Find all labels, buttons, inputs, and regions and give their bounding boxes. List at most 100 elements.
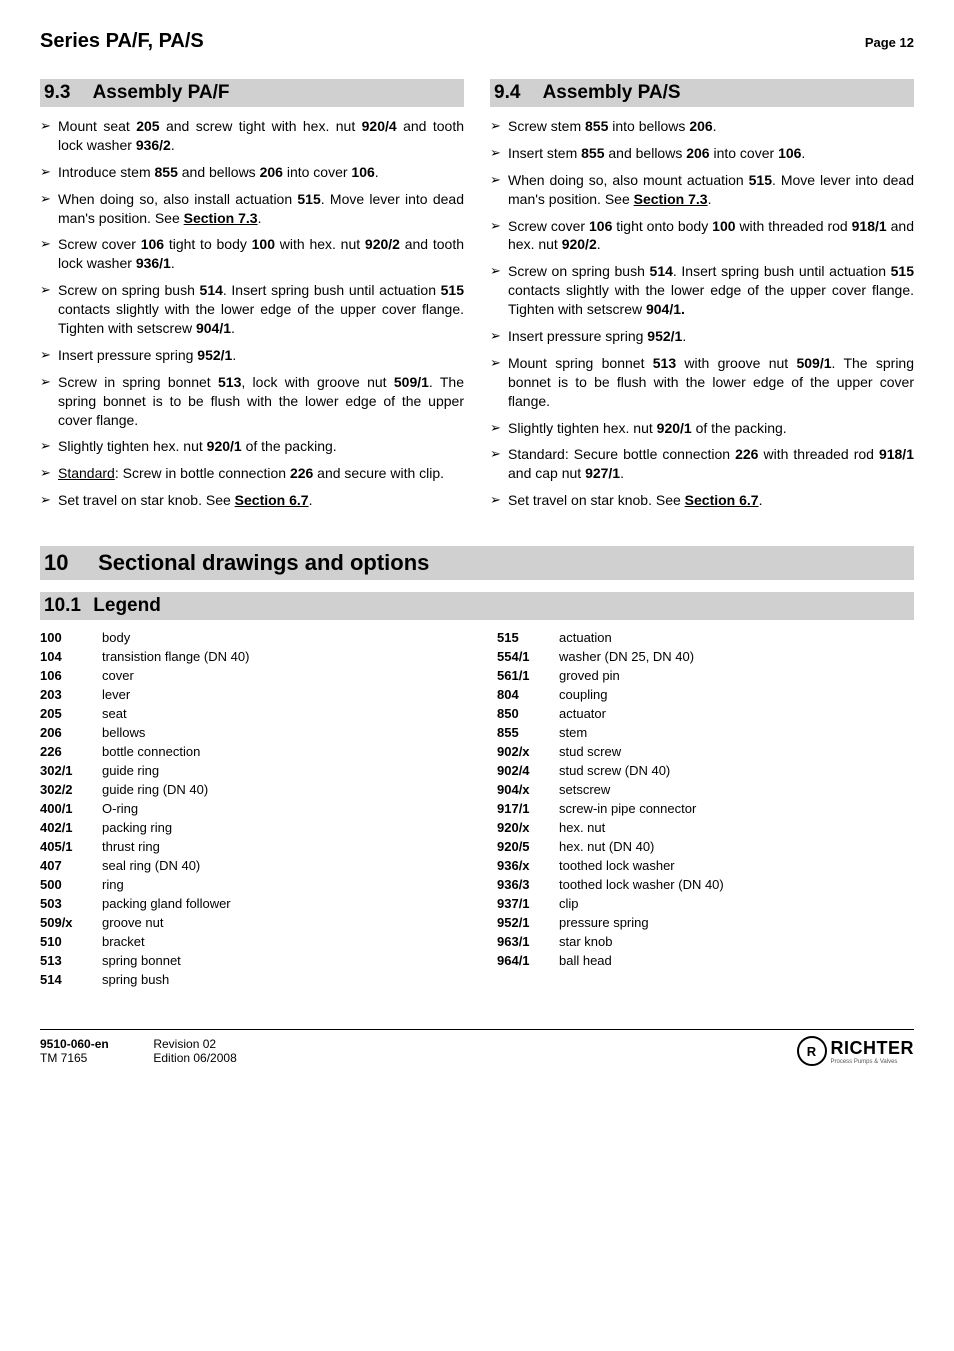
list-item: Screw stem 855 into bellows 206. <box>490 117 914 136</box>
page-number: Page 12 <box>865 35 914 50</box>
legend-row: 804coupling <box>497 687 914 702</box>
legend-code: 510 <box>40 934 102 949</box>
brand-logo: R RICHTER Process Pumps & Valves <box>797 1036 915 1066</box>
legend-desc: ring <box>102 877 457 892</box>
legend-desc: actuation <box>559 630 914 645</box>
brand-name: RICHTER <box>831 1038 915 1059</box>
list-item: Screw on spring bush 514. Insert spring … <box>490 262 914 319</box>
legend-code: 515 <box>497 630 559 645</box>
legend-row: 514spring bush <box>40 972 457 987</box>
legend-desc: stud screw (DN 40) <box>559 763 914 778</box>
legend-row: 205seat <box>40 706 457 721</box>
legend-row: 500ring <box>40 877 457 892</box>
legend-row: 936/3toothed lock washer (DN 40) <box>497 877 914 892</box>
legend-desc: spring bonnet <box>102 953 457 968</box>
legend-code: 203 <box>40 687 102 702</box>
heading-10: 10 Sectional drawings and options <box>40 546 914 580</box>
legend-desc: toothed lock washer (DN 40) <box>559 877 914 892</box>
list-item: Mount spring bonnet 513 with groove nut … <box>490 354 914 411</box>
legend-desc: packing ring <box>102 820 457 835</box>
doc-tm: TM 7165 <box>40 1051 150 1065</box>
series-title: Series PA/F, PA/S <box>40 30 204 53</box>
assembly-columns: 9.3 Assembly PA/F Mount seat 205 and scr… <box>40 71 914 518</box>
legend-row: 963/1star knob <box>497 934 914 949</box>
brand-sub: Process Pumps & Valves <box>831 1059 915 1065</box>
page-header: Series PA/F, PA/S Page 12 <box>40 30 914 53</box>
legend-code: 937/1 <box>497 896 559 911</box>
sectitle-94: Assembly PA/S <box>543 82 681 103</box>
secnum-93: 9.3 <box>44 82 88 104</box>
legend-row: 937/1clip <box>497 896 914 911</box>
legend-code: 514 <box>40 972 102 987</box>
legend-row: 302/1guide ring <box>40 763 457 778</box>
legend-row: 952/1pressure spring <box>497 915 914 930</box>
list-item: Insert pressure spring 952/1. <box>490 327 914 346</box>
legend-code: 963/1 <box>497 934 559 949</box>
col-93: 9.3 Assembly PA/F Mount seat 205 and scr… <box>40 71 464 518</box>
legend-row: 407seal ring (DN 40) <box>40 858 457 873</box>
legend-code: 400/1 <box>40 801 102 816</box>
secnum-101: 10.1 <box>44 595 88 617</box>
legend-row: 302/2guide ring (DN 40) <box>40 782 457 797</box>
legend-desc: seal ring (DN 40) <box>102 858 457 873</box>
legend-desc: packing gland follower <box>102 896 457 911</box>
footer-left: 9510-060-en Revision 02 TM 7165 Edition … <box>40 1037 237 1065</box>
legend-row: 902/xstud screw <box>497 744 914 759</box>
legend-desc: cover <box>102 668 457 683</box>
legend-code: 920/x <box>497 820 559 835</box>
legend-code: 904/x <box>497 782 559 797</box>
legend-desc: ball head <box>559 953 914 968</box>
legend-code: 206 <box>40 725 102 740</box>
legend-desc: hex. nut (DN 40) <box>559 839 914 854</box>
legend-row: 513spring bonnet <box>40 953 457 968</box>
legend-code: 902/4 <box>497 763 559 778</box>
legend-desc: guide ring <box>102 763 457 778</box>
legend-desc: stem <box>559 725 914 740</box>
logo-circle-icon: R <box>797 1036 827 1066</box>
legend-code: 902/x <box>497 744 559 759</box>
legend-row: 510bracket <box>40 934 457 949</box>
list-item: Screw in spring bonnet 513, lock with gr… <box>40 373 464 430</box>
legend-code: 100 <box>40 630 102 645</box>
legend-code: 226 <box>40 744 102 759</box>
legend-code: 407 <box>40 858 102 873</box>
legend-desc: clip <box>559 896 914 911</box>
legend-table: 100body104transistion flange (DN 40)106c… <box>40 630 914 991</box>
doc-revision: Revision 02 <box>153 1037 216 1051</box>
legend-desc: lever <box>102 687 457 702</box>
list-item: Slightly tighten hex. nut 920/1 of the p… <box>490 419 914 438</box>
legend-code: 952/1 <box>497 915 559 930</box>
list-94: Screw stem 855 into bellows 206. Insert s… <box>490 117 914 510</box>
legend-code: 509/x <box>40 915 102 930</box>
legend-row: 936/xtoothed lock washer <box>497 858 914 873</box>
legend-desc: spring bush <box>102 972 457 987</box>
legend-code: 302/1 <box>40 763 102 778</box>
legend-code: 405/1 <box>40 839 102 854</box>
list-item: Standard: Secure bottle connection 226 w… <box>490 445 914 483</box>
legend-desc: stud screw <box>559 744 914 759</box>
list-item: Set travel on star knob. See Section 6.7… <box>40 491 464 510</box>
legend-row: 964/1ball head <box>497 953 914 968</box>
legend-code: 561/1 <box>497 668 559 683</box>
list-item: When doing so, also install actuation 51… <box>40 190 464 228</box>
list-item: Insert pressure spring 952/1. <box>40 346 464 365</box>
list-item: When doing so, also mount actuation 515.… <box>490 171 914 209</box>
legend-row: 920/5hex. nut (DN 40) <box>497 839 914 854</box>
legend-code: 106 <box>40 668 102 683</box>
legend-desc: bellows <box>102 725 457 740</box>
list-item: Screw cover 106 tight onto body 100 with… <box>490 217 914 255</box>
legend-desc: actuator <box>559 706 914 721</box>
heading-93: 9.3 Assembly PA/F <box>40 79 464 107</box>
legend-row: 515actuation <box>497 630 914 645</box>
legend-code: 104 <box>40 649 102 664</box>
legend-desc: bottle connection <box>102 744 457 759</box>
legend-row: 509/xgroove nut <box>40 915 457 930</box>
legend-row: 561/1groved pin <box>497 668 914 683</box>
legend-desc: transistion flange (DN 40) <box>102 649 457 664</box>
legend-row: 104transistion flange (DN 40) <box>40 649 457 664</box>
list-item: Insert stem 855 and bellows 206 into cov… <box>490 144 914 163</box>
legend-row: 850actuator <box>497 706 914 721</box>
legend-code: 205 <box>40 706 102 721</box>
legend-code: 302/2 <box>40 782 102 797</box>
legend-desc: star knob <box>559 934 914 949</box>
